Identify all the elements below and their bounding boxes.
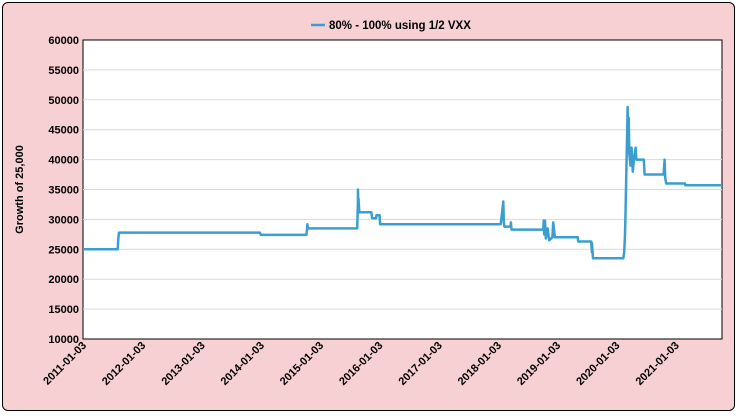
y-tick-label: 10000 [48,334,79,346]
y-tick-label: 20000 [48,274,79,286]
chart-svg: 80% - 100% using 1/2 VXX 10000 15000 20000… [14,20,723,388]
x-tick-label: 2019-01-03 [515,340,563,388]
x-tick-label: 2012-01-03 [100,340,148,388]
x-tick-label: 2017-01-03 [397,340,445,388]
y-tick-label: 40000 [48,155,79,167]
x-tick-labels: 2011-01-03 2012-01-03 2013-01-03 2014-01-03… [41,340,682,388]
x-tick-label: 2015-01-03 [278,340,326,388]
x-tick-label: 2011-01-03 [41,340,89,388]
series-layer [83,105,722,260]
legend-label: 80% - 100% using 1/2 VXX [329,20,471,32]
x-tick-label: 2014-01-03 [219,340,267,388]
x-tick-label: 2013-01-03 [159,340,207,388]
y-tick-labels: 10000 15000 20000 25000 30000 35000 40000 45000… [48,35,79,346]
x-tick-label: 2020-01-03 [574,340,622,388]
legend: 80% - 100% using 1/2 VXX [311,20,471,32]
chart-frame: 80% - 100% using 1/2 VXX 10000 15000 20000… [2,2,735,411]
series-line [83,105,722,260]
y-tick-label: 60000 [48,35,79,47]
y-axis-title: Growth of 25,000 [14,145,26,234]
x-tick-label: 2021-01-03 [634,340,682,388]
x-tick-label: 2018-01-03 [456,340,504,388]
y-tick-label: 25000 [48,244,79,256]
x-tick-label: 2016-01-03 [337,340,385,388]
y-tick-label: 15000 [48,304,79,316]
y-tick-label: 55000 [48,65,79,77]
y-tick-label: 50000 [48,95,79,107]
grid-lines [83,69,722,310]
y-tick-label: 35000 [48,185,79,197]
y-tick-label: 30000 [48,214,79,226]
y-tick-label: 45000 [48,125,79,137]
